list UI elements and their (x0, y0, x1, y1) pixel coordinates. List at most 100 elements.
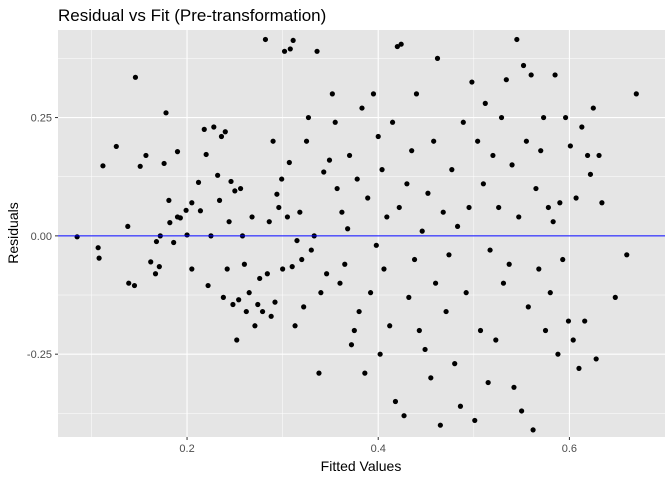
data-point (287, 46, 293, 52)
data-point (131, 282, 138, 289)
data-point (329, 91, 335, 97)
data-point (257, 275, 263, 282)
data-point (314, 48, 320, 54)
data-point (472, 417, 478, 424)
data-point (334, 185, 340, 192)
data-point (443, 308, 449, 315)
data-point (280, 266, 286, 272)
data-point (241, 261, 248, 267)
data-point (500, 280, 507, 286)
data-point (95, 245, 101, 251)
data-point (520, 62, 527, 69)
data-point (215, 172, 221, 178)
data-point (184, 232, 190, 238)
plot-panel (58, 30, 665, 437)
data-point (171, 239, 177, 246)
data-point (477, 327, 484, 334)
data-point (509, 162, 515, 168)
data-point (222, 129, 228, 135)
data-point (218, 133, 225, 140)
data-point (375, 133, 381, 140)
x-axis-title: Fitted Values (321, 458, 402, 474)
data-point (536, 266, 542, 272)
data-point (624, 252, 630, 258)
data-point (308, 247, 314, 253)
data-point (587, 171, 594, 177)
data-point (525, 304, 531, 310)
data-point (297, 209, 303, 215)
data-point (370, 91, 377, 97)
data-point (392, 398, 399, 405)
data-point (398, 41, 404, 47)
data-point (555, 351, 561, 357)
minor-gridlines (58, 30, 665, 437)
data-point (252, 323, 258, 329)
data-point (153, 238, 160, 245)
data-point (528, 72, 534, 78)
chart-title: Residual vs Fit (Pre-transformation) (58, 6, 326, 25)
data-point (161, 160, 167, 167)
data-point (220, 294, 226, 300)
data-point (365, 195, 371, 201)
data-point (255, 301, 261, 308)
data-point (345, 226, 351, 232)
data-point (274, 191, 280, 197)
data-point (590, 105, 596, 111)
data-point (419, 228, 425, 234)
data-point (560, 256, 566, 263)
data-point (272, 299, 278, 305)
data-point (276, 204, 282, 211)
data-point (197, 208, 204, 214)
data-point (612, 294, 618, 300)
data-point (113, 143, 119, 150)
data-point (292, 323, 298, 329)
data-point (195, 179, 202, 185)
data-point (394, 43, 400, 50)
data-point (498, 114, 505, 121)
data-point (156, 264, 162, 270)
data-point (496, 204, 502, 211)
data-point (530, 427, 536, 433)
data-point (584, 152, 591, 159)
data-point (557, 200, 563, 206)
data-point (289, 264, 295, 270)
data-point (318, 290, 324, 296)
data-point (413, 91, 420, 97)
data-point (259, 308, 266, 315)
data-point (599, 200, 605, 206)
data-point (547, 290, 553, 296)
data-point (460, 119, 466, 125)
data-point (550, 219, 556, 225)
data-point (177, 215, 183, 221)
data-point (422, 346, 428, 353)
data-point (401, 413, 407, 419)
data-point (428, 375, 434, 381)
data-point (237, 185, 244, 192)
data-point (203, 151, 209, 158)
data-point (332, 119, 338, 125)
data-point (409, 148, 415, 154)
data-point (593, 356, 599, 362)
data-point (249, 214, 255, 220)
data-point (266, 219, 272, 225)
data-point (351, 327, 357, 334)
data-point (100, 163, 106, 169)
data-points (74, 36, 639, 433)
data-point (576, 365, 582, 371)
data-point (487, 247, 493, 253)
data-point (270, 138, 276, 144)
data-point (216, 197, 223, 203)
data-point (354, 176, 360, 182)
data-point (552, 72, 558, 78)
data-point (163, 110, 169, 116)
data-point (166, 197, 172, 203)
data-point (228, 178, 234, 185)
data-point (579, 124, 585, 130)
data-point (633, 91, 639, 97)
data-point (337, 280, 343, 286)
data-point (279, 176, 285, 182)
data-point (519, 408, 525, 414)
data-point (125, 223, 131, 230)
data-point (490, 152, 496, 159)
data-point (449, 167, 455, 173)
